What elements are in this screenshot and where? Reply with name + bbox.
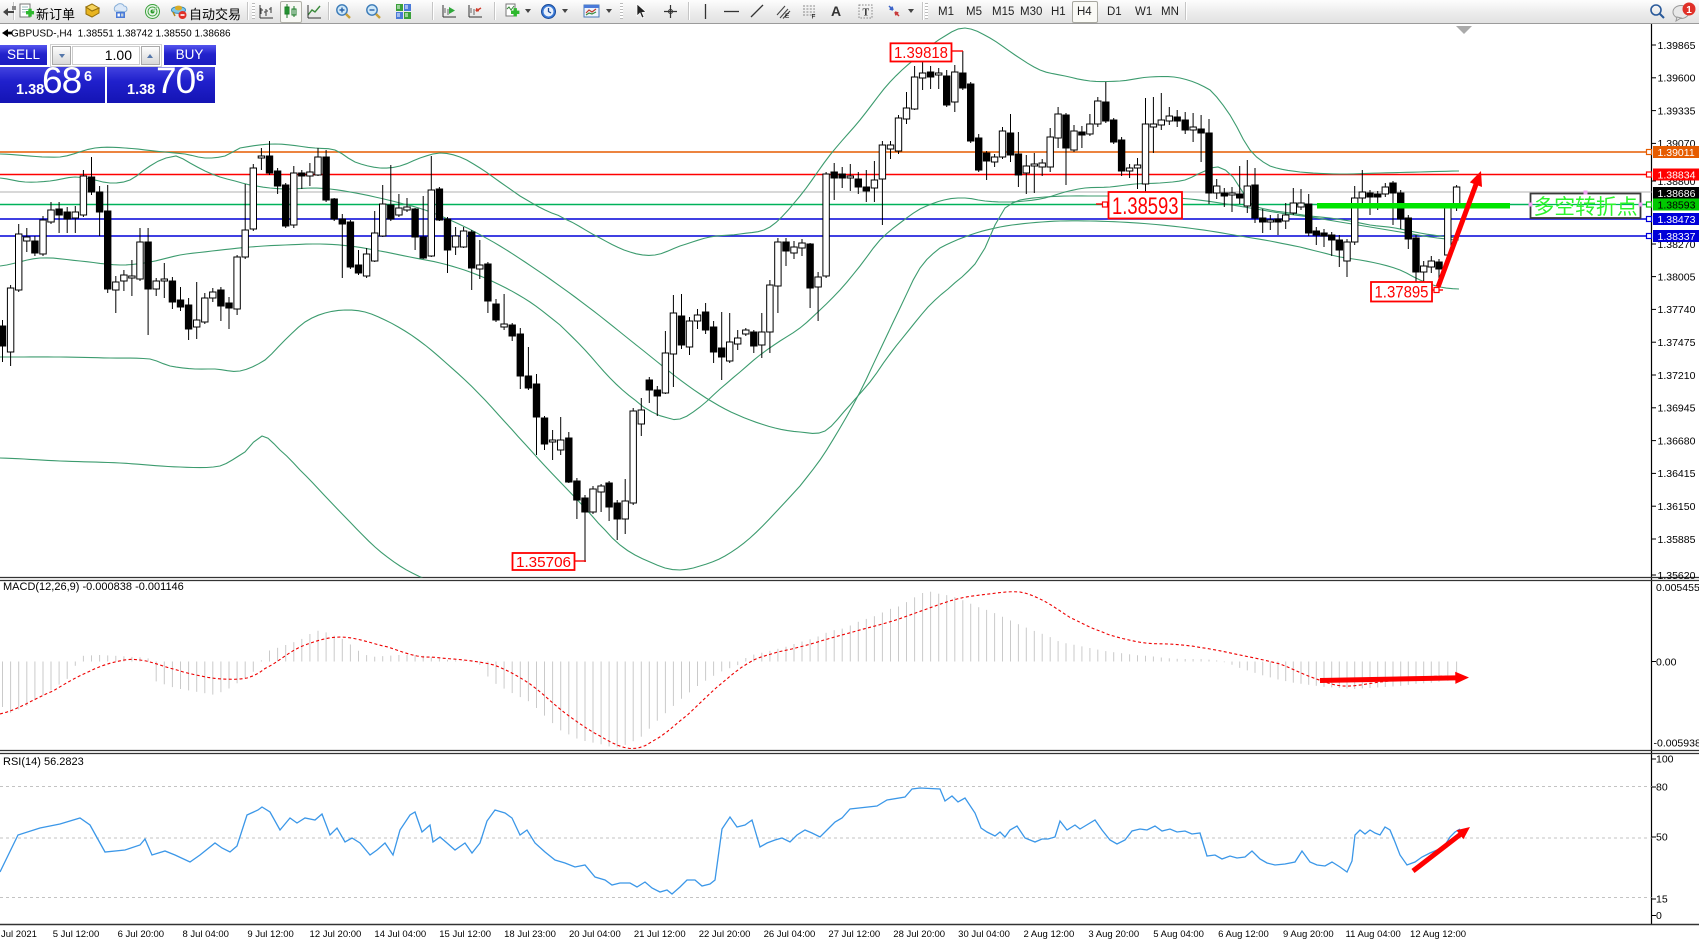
svg-text:6 Jul 20:00: 6 Jul 20:00 [118,929,164,940]
svg-text:15: 15 [1656,894,1668,906]
svg-text:E: E [785,13,790,20]
svg-text:1.38834: 1.38834 [1658,169,1696,181]
svg-text:1.37895: 1.37895 [1375,284,1429,302]
svg-text:1.35706: 1.35706 [516,554,571,571]
svg-text:8 Jul 04:00: 8 Jul 04:00 [182,929,228,940]
svg-text:1.38337: 1.38337 [1658,231,1696,243]
svg-text:20 Jul 04:00: 20 Jul 04:00 [569,929,621,940]
svg-text:0.00: 0.00 [1656,657,1677,669]
svg-text:28 Jul 20:00: 28 Jul 20:00 [893,929,945,940]
svg-text:1.39011: 1.39011 [1658,147,1695,159]
svg-text:27 Jul 12:00: 27 Jul 12:00 [828,929,880,940]
svg-text:1.35885: 1.35885 [1658,534,1696,546]
svg-text:1.35620: 1.35620 [1658,570,1696,582]
svg-text:2 Aug 12:00: 2 Aug 12:00 [1024,929,1075,940]
svg-text:1.39600: 1.39600 [1658,73,1696,85]
svg-text:Jul 2021: Jul 2021 [1,929,37,940]
svg-text:1.36945: 1.36945 [1658,403,1696,415]
svg-text:1.38686: 1.38686 [1658,188,1696,200]
svg-text:80: 80 [1656,782,1668,794]
svg-text:1.37210: 1.37210 [1658,370,1696,382]
svg-text:GBPUSD-,H4 1.38551 1.38742 1.: GBPUSD-,H4 1.38551 1.38742 1.38550 1.386… [11,29,231,40]
svg-text:RSI(14) 56.2823: RSI(14) 56.2823 [3,756,84,768]
svg-text:18 Jul 23:00: 18 Jul 23:00 [504,929,556,940]
svg-text:12 Aug 12:00: 12 Aug 12:00 [1410,929,1466,940]
svg-text:1.37740: 1.37740 [1658,304,1696,316]
svg-text:9 Aug 20:00: 9 Aug 20:00 [1283,929,1334,940]
svg-text:1.36415: 1.36415 [1658,468,1696,480]
svg-text:0.005455: 0.005455 [1656,582,1699,594]
svg-text:1.38005: 1.38005 [1658,271,1696,283]
svg-text:1.38593: 1.38593 [1658,199,1696,211]
svg-text:1.39865: 1.39865 [1658,40,1696,52]
svg-text:1.36150: 1.36150 [1658,501,1696,513]
svg-text:1.39818: 1.39818 [894,45,948,62]
svg-text:9 Jul 12:00: 9 Jul 12:00 [247,929,293,940]
svg-text:12 Jul 20:00: 12 Jul 20:00 [310,929,362,940]
svg-text:多空转折点: 多空转折点 [1534,196,1638,219]
svg-text:15 Jul 12:00: 15 Jul 12:00 [439,929,491,940]
svg-text:50: 50 [1656,832,1668,844]
svg-text:1.38593: 1.38593 [1112,193,1179,220]
svg-text:100: 100 [1656,754,1674,766]
svg-text:5 Aug 04:00: 5 Aug 04:00 [1153,929,1204,940]
svg-text:-0.005938: -0.005938 [1654,738,1699,750]
svg-text:26 Jul 04:00: 26 Jul 04:00 [764,929,816,940]
svg-text:21 Jul 12:00: 21 Jul 12:00 [634,929,686,940]
svg-text:6 Aug 12:00: 6 Aug 12:00 [1218,929,1269,940]
svg-text:1: 1 [1686,5,1692,16]
svg-text:0: 0 [1656,910,1662,922]
svg-text:F: F [812,14,816,21]
svg-text:1.39335: 1.39335 [1658,105,1696,117]
svg-text:11 Aug 04:00: 11 Aug 04:00 [1346,929,1401,940]
svg-text:22 Jul 20:00: 22 Jul 20:00 [699,929,751,940]
svg-text:3 Aug 20:00: 3 Aug 20:00 [1088,929,1139,940]
svg-text:14 Jul 04:00: 14 Jul 04:00 [374,929,426,940]
svg-text:MACD(12,26,9) -0.000838 -0.001: MACD(12,26,9) -0.000838 -0.001146 [3,581,184,593]
svg-text:1.38473: 1.38473 [1658,214,1696,226]
svg-text:30 Jul 04:00: 30 Jul 04:00 [958,929,1010,940]
svg-text:1.36680: 1.36680 [1658,435,1696,447]
svg-text:1.37475: 1.37475 [1658,337,1696,349]
svg-text:T: T [863,8,870,19]
svg-text:5 Jul 12:00: 5 Jul 12:00 [53,929,99,940]
